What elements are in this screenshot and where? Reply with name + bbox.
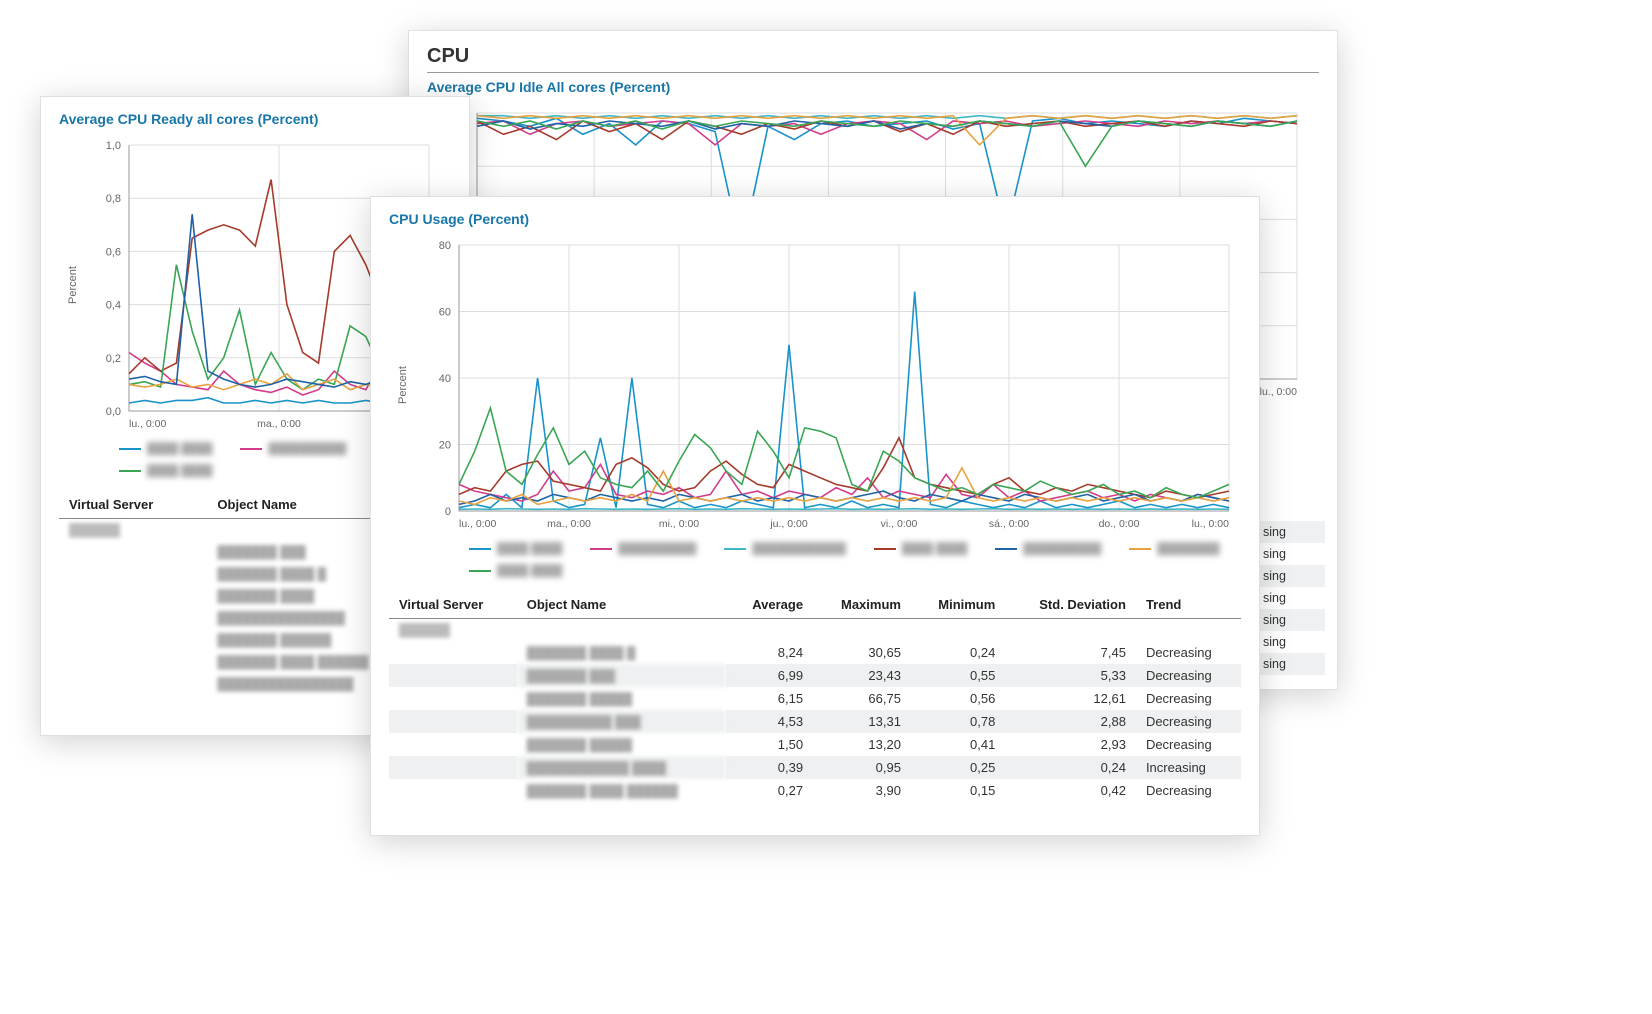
table-row: sing: [1255, 587, 1325, 609]
column-header: Trend: [1136, 591, 1241, 619]
svg-text:0,0: 0,0: [106, 406, 121, 418]
legend-item: ██████████: [995, 543, 1101, 555]
table-row: sing: [1255, 521, 1325, 543]
table-row: ███████ ████ ██████0,273,900,150,42Decre…: [389, 779, 1241, 802]
legend-item: ██████████: [240, 443, 346, 455]
column-header: Minimum: [911, 591, 1005, 619]
svg-text:80: 80: [439, 240, 451, 252]
column-header: Std. Deviation: [1005, 591, 1136, 619]
svg-text:ma., 0:00: ma., 0:00: [547, 518, 591, 530]
svg-text:sá., 0:00: sá., 0:00: [989, 518, 1029, 530]
column-header: Maximum: [813, 591, 911, 619]
stub-rows: singsingsingsingsingsingsing: [1255, 521, 1325, 675]
svg-text:mi., 0:00: mi., 0:00: [659, 518, 699, 530]
svg-text:ju., 0:00: ju., 0:00: [769, 518, 808, 530]
svg-text:0,6: 0,6: [106, 246, 121, 258]
table-row: ██████████ ███4,5313,310,782,88Decreasin…: [389, 710, 1241, 733]
column-header: Object Name: [517, 591, 727, 619]
y-axis-label-ready: Percent: [67, 266, 79, 304]
table-row: ███████ █████6,1566,750,5612,61Decreasin…: [389, 687, 1241, 710]
column-header: Virtual Server: [59, 491, 207, 519]
legend-item: ████ ████: [874, 543, 967, 555]
table-row: ███████ ████ █8,2430,650,247,45Decreasin…: [389, 641, 1241, 664]
legend-item: ████ ████: [469, 543, 562, 555]
chart-usage: Percent 020406080lu., 0:00ma., 0:00mi., …: [409, 235, 1241, 535]
svg-text:20: 20: [439, 440, 451, 452]
chart-title-ready: Average CPU Ready all cores (Percent): [59, 111, 451, 127]
y-axis-label-usage: Percent: [397, 366, 409, 404]
legend-item: ██████████: [590, 543, 696, 555]
legend-item: ████████████: [724, 543, 846, 555]
svg-text:0,4: 0,4: [106, 300, 121, 312]
panel-cpu-title: CPU: [427, 45, 1319, 73]
legend-item: ████ ████: [119, 443, 212, 455]
svg-text:ma., 0:00: ma., 0:00: [257, 418, 301, 430]
svg-text:0,2: 0,2: [106, 353, 121, 365]
svg-text:lu., 0:00: lu., 0:00: [129, 418, 167, 430]
table-row: sing: [1255, 631, 1325, 653]
svg-text:60: 60: [439, 307, 451, 319]
svg-text:0: 0: [445, 506, 451, 518]
chart-title-usage: CPU Usage (Percent): [389, 211, 1241, 227]
table-row: sing: [1255, 565, 1325, 587]
svg-text:do., 0:00: do., 0:00: [1099, 518, 1140, 530]
svg-text:1,0: 1,0: [106, 140, 121, 152]
column-header: Average: [726, 591, 813, 619]
panel-cpu-usage: CPU Usage (Percent) Percent 0 20 40 60 80 lu.…: [370, 196, 1260, 836]
table-row: sing: [1255, 543, 1325, 565]
table-row: ███████ █████1,5013,200,412,93Decreasing: [389, 733, 1241, 756]
table-row: ████████████ ████0,390,950,250,24Increas…: [389, 756, 1241, 779]
svg-text:40: 40: [439, 373, 451, 385]
legend-item: ████████: [1129, 543, 1219, 555]
column-header: Virtual Server: [389, 591, 517, 619]
svg-text:vi., 0:00: vi., 0:00: [881, 518, 918, 530]
legend-item: ████ ████: [469, 565, 562, 577]
chart-title-idle: Average CPU Idle All cores (Percent): [427, 79, 1319, 95]
svg-text:lu., 0:00: lu., 0:00: [459, 518, 497, 530]
table-usage: Virtual ServerObject NameAverageMaximumM…: [389, 591, 1241, 802]
legend-usage: ████ ██████████████████████████████ ████…: [389, 535, 1241, 581]
legend-item: ████ ████: [119, 465, 212, 477]
svg-text:0,8: 0,8: [106, 193, 121, 205]
table-row: sing: [1255, 653, 1325, 675]
table-row: sing: [1255, 609, 1325, 631]
svg-text:lu., 0:00: lu., 0:00: [1192, 518, 1230, 530]
table-row: ███████ ███6,9923,430,555,33Decreasing: [389, 664, 1241, 687]
svg-text:lu., 0:00: lu., 0:00: [1260, 386, 1298, 398]
